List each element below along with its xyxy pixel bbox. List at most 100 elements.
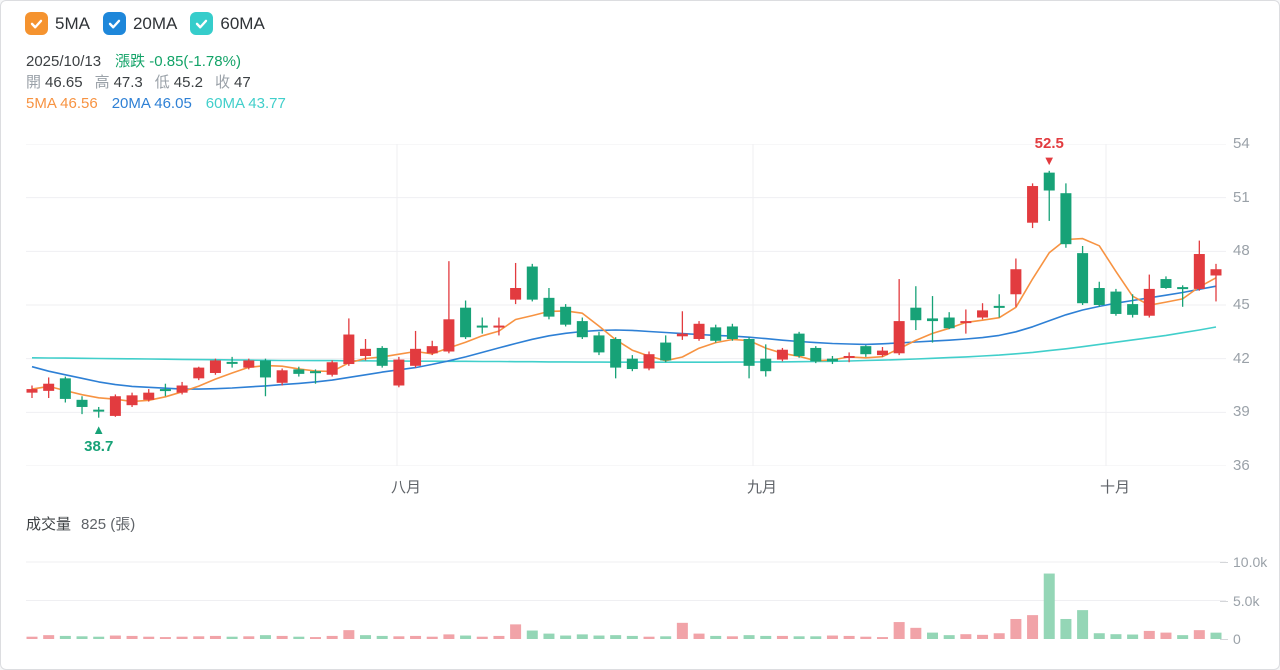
candle[interactable] (360, 348, 372, 356)
volume-bar[interactable] (743, 635, 755, 639)
volume-bar[interactable] (76, 636, 88, 639)
ma-toggle-20ma[interactable]: 20MA (102, 12, 178, 35)
candle[interactable] (860, 346, 872, 355)
ma-toggle-label[interactable]: 20MA (132, 13, 178, 33)
candle[interactable] (660, 342, 672, 361)
volume-bar[interactable] (960, 634, 972, 639)
volume-bar[interactable] (176, 636, 188, 639)
volume-bar[interactable] (810, 636, 822, 639)
candle[interactable] (793, 333, 805, 356)
checkbox-checked-icon[interactable] (190, 12, 214, 35)
candle[interactable] (676, 333, 688, 337)
volume-bar[interactable] (360, 635, 372, 639)
volume-bar[interactable] (510, 624, 522, 639)
volume-bar[interactable] (343, 630, 355, 639)
volume-bar[interactable] (226, 636, 238, 639)
volume-bar[interactable] (1143, 630, 1155, 639)
volume-bar[interactable] (993, 633, 1005, 639)
candle[interactable] (1143, 288, 1155, 316)
candle[interactable] (293, 369, 305, 374)
candle[interactable] (393, 359, 405, 386)
candle[interactable] (343, 334, 355, 365)
candle[interactable] (410, 348, 422, 366)
volume-bar[interactable] (326, 635, 338, 639)
volume-bar[interactable] (59, 635, 71, 639)
candle[interactable] (810, 347, 822, 362)
volume-bar[interactable] (1127, 634, 1139, 639)
candle[interactable] (493, 325, 505, 328)
volume-bar[interactable] (1010, 618, 1022, 639)
candle[interactable] (259, 360, 271, 378)
volume-bar[interactable] (209, 635, 221, 639)
volume-bar[interactable] (1210, 632, 1222, 639)
candle[interactable] (610, 338, 622, 368)
volume-bar[interactable] (410, 635, 422, 639)
volume-bar[interactable] (576, 634, 588, 639)
candle[interactable] (543, 297, 555, 317)
checkbox-checked-icon[interactable] (25, 12, 48, 35)
candle[interactable] (776, 349, 788, 360)
volume-bar[interactable] (526, 630, 538, 639)
candle[interactable] (76, 399, 88, 407)
candle[interactable] (693, 323, 705, 339)
volume-bar[interactable] (660, 636, 672, 639)
volume-bar[interactable] (943, 635, 955, 639)
candle[interactable] (176, 385, 188, 393)
candle[interactable] (977, 310, 989, 318)
candle[interactable] (876, 350, 888, 356)
volume-bar[interactable] (1193, 630, 1205, 639)
candle[interactable] (226, 361, 238, 364)
volume-bar[interactable] (493, 635, 505, 639)
volume-bar[interactable] (309, 637, 321, 639)
volume-bar[interactable] (1110, 634, 1122, 639)
candle[interactable] (126, 395, 138, 406)
volume-bar[interactable] (26, 636, 38, 639)
volume-bar[interactable] (593, 635, 605, 639)
candle[interactable] (1043, 172, 1055, 191)
candle[interactable] (1027, 186, 1039, 223)
volume-bar[interactable] (293, 636, 305, 639)
candle[interactable] (1060, 193, 1072, 245)
candle[interactable] (309, 371, 321, 374)
volume-bar[interactable] (776, 635, 788, 639)
candle[interactable] (1160, 279, 1172, 289)
candle[interactable] (726, 326, 738, 339)
volume-bar[interactable] (1060, 618, 1072, 639)
candle[interactable] (743, 338, 755, 366)
volume-bar[interactable] (1043, 573, 1055, 639)
volume-bar[interactable] (93, 636, 105, 639)
candle[interactable] (159, 389, 171, 392)
volume-bar[interactable] (476, 636, 488, 639)
volume-bar[interactable] (543, 633, 555, 639)
candle[interactable] (209, 360, 221, 373)
candle[interactable] (576, 321, 588, 338)
candle[interactable] (460, 307, 472, 338)
volume-bar[interactable] (1160, 632, 1172, 639)
volume-bar[interactable] (710, 635, 722, 639)
volume-bar[interactable] (1093, 633, 1105, 639)
volume-bar[interactable] (426, 636, 438, 639)
ma-toggle-5ma[interactable]: 5MA (25, 12, 90, 35)
candle[interactable] (326, 362, 338, 375)
candle[interactable] (376, 347, 388, 366)
candle[interactable] (426, 346, 438, 354)
volume-bar[interactable] (927, 632, 939, 639)
volume-bar[interactable] (893, 622, 905, 639)
volume-bar[interactable] (1077, 610, 1089, 639)
volume-bar[interactable] (626, 635, 638, 639)
volume-bar[interactable] (109, 635, 121, 639)
volume-bar[interactable] (793, 636, 805, 639)
candle[interactable] (1177, 287, 1189, 290)
volume-chart[interactable] (26, 555, 1226, 641)
volume-bar[interactable] (376, 635, 388, 639)
candle[interactable] (510, 288, 522, 300)
candle[interactable] (193, 367, 205, 379)
candle[interactable] (826, 358, 838, 362)
candle[interactable] (109, 396, 121, 416)
volume-bar[interactable] (143, 636, 155, 639)
volume-bar[interactable] (910, 627, 922, 639)
volume-bar[interactable] (1027, 615, 1039, 639)
candle[interactable] (276, 370, 288, 383)
candle[interactable] (1093, 288, 1105, 305)
candle[interactable] (943, 317, 955, 329)
